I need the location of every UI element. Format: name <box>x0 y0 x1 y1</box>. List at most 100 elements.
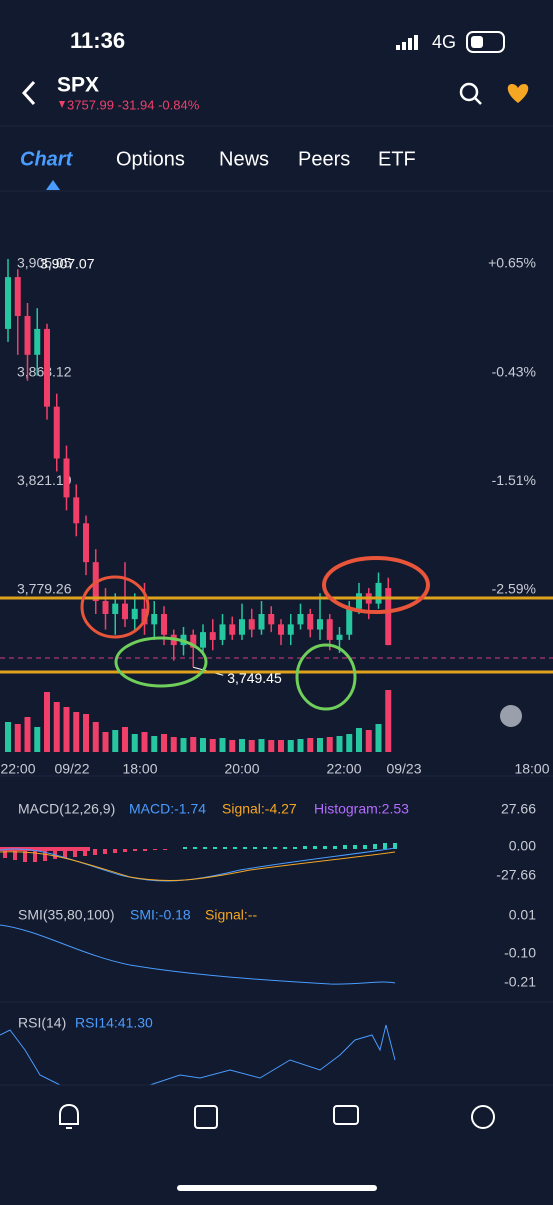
volume-bar <box>180 738 187 752</box>
candle-body <box>229 624 236 635</box>
price-tick-label: 3,821.19 <box>17 472 72 488</box>
volume-bar <box>92 722 99 752</box>
volume-bar <box>161 734 167 752</box>
tab-peers[interactable]: Peers <box>298 148 350 170</box>
candle-body <box>326 619 333 640</box>
alert-button[interactable] <box>59 1103 79 1129</box>
volume-bar <box>375 724 382 752</box>
candle-body <box>63 458 70 498</box>
smi-signal: Signal:-- <box>205 907 257 923</box>
volume-bar <box>14 724 21 752</box>
candle-body <box>307 613 314 630</box>
annotation-circle <box>322 556 430 614</box>
signal-icon <box>396 35 418 50</box>
volume-bar <box>326 737 333 752</box>
volume-bar <box>34 727 41 752</box>
annotation-circle <box>114 636 208 688</box>
low-label: 3,749.45 <box>227 670 282 686</box>
battery <box>466 31 505 53</box>
volume-bar <box>336 736 343 752</box>
back-button[interactable] <box>21 80 36 106</box>
volume-bar <box>258 739 265 752</box>
candle-body <box>151 613 158 625</box>
rsi-title: RSI(14) <box>18 1015 66 1031</box>
candle-body <box>385 588 392 646</box>
candle-body <box>5 277 11 329</box>
percent-tick-label: -0.43% <box>492 363 536 379</box>
macd-histogram: Histogram:2.53 <box>314 801 409 817</box>
volume-bar <box>297 739 304 752</box>
volume-bar <box>209 739 216 752</box>
volume-bar <box>44 692 50 752</box>
candle-body <box>375 582 382 604</box>
macd-title: MACD(12,26,9) <box>18 801 115 817</box>
price-tick-label: 3,905.05 <box>17 255 72 271</box>
high-label: 3,907.07 <box>40 256 95 272</box>
tab-options[interactable]: Options <box>116 148 185 170</box>
percent-tick-label: -1.51% <box>492 472 536 488</box>
volume-bar <box>356 728 362 752</box>
candle-body <box>336 634 343 640</box>
trade-button[interactable] <box>333 1105 359 1125</box>
candle-body <box>287 624 294 635</box>
rsi-line <box>0 1024 396 1086</box>
volume-bar <box>170 737 177 752</box>
time-label: 09/22 <box>54 761 89 777</box>
tab-news[interactable]: News <box>219 148 269 170</box>
volume-bar <box>307 738 314 752</box>
volume-bar <box>73 712 80 752</box>
candle-body <box>190 634 197 648</box>
share-button[interactable] <box>471 1105 495 1129</box>
candle-body <box>317 619 323 630</box>
candle-body <box>346 608 353 635</box>
macd-signal-line <box>0 851 396 882</box>
clock: 11:36 <box>70 28 125 53</box>
candle-body <box>44 328 50 407</box>
fullscreen-button[interactable] <box>500 705 522 727</box>
macd-scale: 27.66 <box>501 801 536 817</box>
volume-bar <box>365 730 372 752</box>
volume-bar <box>5 722 11 752</box>
candle-body <box>141 608 148 625</box>
candle-body <box>131 608 138 620</box>
volume-bar <box>122 727 128 752</box>
macd-scale: 0.00 <box>509 838 536 854</box>
smi-scale: -0.10 <box>504 945 536 961</box>
home-indicator <box>177 1185 377 1191</box>
macd-hist-pos <box>183 843 397 849</box>
volume-bar <box>141 732 148 752</box>
favorite-button[interactable] <box>507 84 529 103</box>
time-label: 18:00 <box>514 761 549 777</box>
time-label: 22:00 <box>0 761 35 777</box>
tab-etf[interactable]: ETF <box>378 148 416 170</box>
candle-body <box>73 497 80 524</box>
volume-bar <box>317 738 323 752</box>
volume-bar <box>131 734 138 752</box>
candle-body <box>122 603 128 620</box>
tab-indicator <box>46 180 60 190</box>
candle-body <box>297 613 304 625</box>
candle-body <box>34 328 41 355</box>
macd-scale: -27.66 <box>496 867 536 883</box>
volume-bar <box>53 702 60 752</box>
candle-body <box>24 315 31 355</box>
volume-bar <box>24 717 31 752</box>
symbol: SPX <box>57 74 99 97</box>
macd-value: MACD:-1.74 <box>129 801 206 817</box>
smi-value: SMI:-0.18 <box>130 907 191 923</box>
macd-signal: Signal:-4.27 <box>222 801 297 817</box>
time-label: 18:00 <box>122 761 157 777</box>
volume-bar <box>219 738 226 752</box>
network: 4G <box>432 32 456 52</box>
time-label: 09/23 <box>386 761 421 777</box>
candle-body <box>102 601 109 614</box>
volume-bar <box>385 690 392 752</box>
macd-hist-neg <box>0 847 167 862</box>
search-button[interactable] <box>459 82 482 105</box>
candle-body <box>248 619 255 630</box>
tab-chart[interactable]: Chart <box>20 148 74 170</box>
price-tick-label: 3,779.26 <box>17 581 72 597</box>
note-button[interactable] <box>194 1105 218 1129</box>
